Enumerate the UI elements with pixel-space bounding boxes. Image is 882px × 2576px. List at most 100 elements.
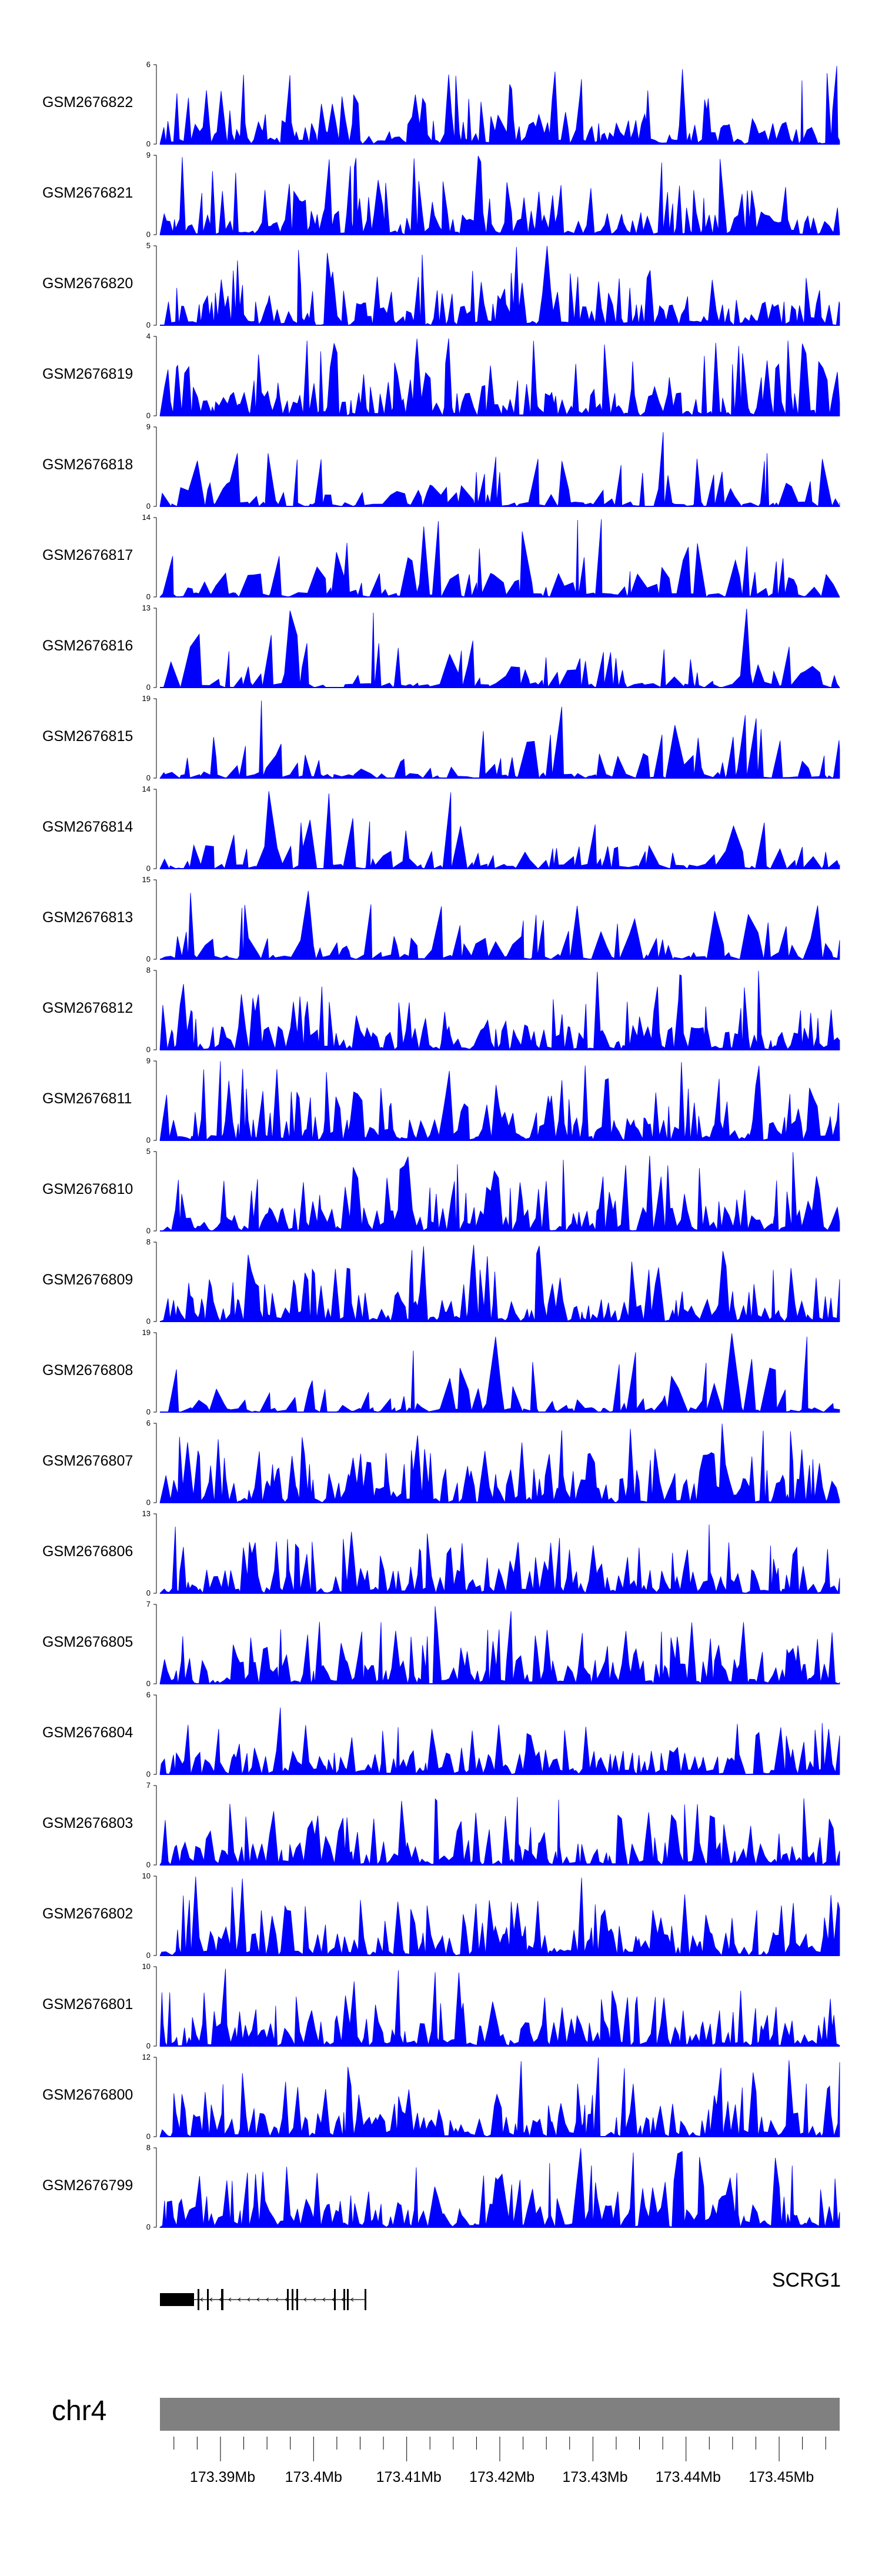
track-plot: 70: [146, 1600, 840, 1688]
coverage-track: GSM2676807 6 0: [0, 1417, 882, 1508]
coverage-area: [159, 2057, 840, 2137]
gene-exon: [365, 2289, 366, 2310]
coverage-area: [160, 608, 840, 689]
y-axis-max-label: 9: [146, 151, 151, 159]
gene-strand-arrow: [209, 2297, 213, 2302]
gene-strand-arrow: [313, 2297, 316, 2302]
y-axis-min-label: 0: [146, 1136, 151, 1144]
y-axis-min-label: 0: [146, 683, 151, 692]
gene-exon: [343, 2289, 345, 2310]
y-axis-max-label: 10: [142, 1871, 151, 1880]
coverage-track: GSM2676799 8 0: [0, 2142, 882, 2233]
track-sample-label: GSM2676809: [42, 1272, 133, 1288]
track-sample-label: GSM2676812: [42, 1000, 133, 1016]
coverage-track: GSM2676808 19 0: [0, 1327, 882, 1417]
y-axis-min-label: 0: [146, 955, 151, 963]
coverage-track: GSM2676816 13 0: [0, 602, 882, 693]
y-axis-max-label: 9: [146, 1056, 151, 1065]
y-axis-max-label: 12: [142, 2053, 151, 2061]
coverage-track: GSM2676805 7 0: [0, 1599, 882, 1689]
genomic-position-label: 173.41Mb: [376, 2469, 442, 2485]
y-axis-min-label: 0: [146, 2132, 151, 2141]
y-axis-max-label: 6: [146, 1690, 151, 1699]
coverage-area: [159, 1968, 840, 2047]
y-axis-min-label: 0: [146, 230, 151, 239]
y-axis-min-label: 0: [146, 139, 151, 148]
coverage-track: GSM2676809 8 0: [0, 1236, 882, 1327]
y-axis-max-label: 19: [142, 694, 151, 703]
track-plot: 40: [146, 332, 840, 420]
chromosome-band: [160, 2398, 840, 2431]
genomic-position-label: 173.4Mb: [285, 2469, 342, 2485]
gene-exon: [221, 2289, 223, 2310]
y-axis-min-label: 0: [146, 502, 151, 510]
y-axis-min-label: 0: [146, 1498, 151, 1507]
coverage-track: GSM2676804 6 0: [0, 1689, 882, 1780]
chromosome-label: chr4: [52, 2395, 107, 2427]
genomic-position-label: 173.39Mb: [189, 2469, 256, 2485]
genomic-position-label: 173.44Mb: [655, 2469, 721, 2485]
track-plot: 80: [146, 966, 840, 1054]
track-sample-label: GSM2676803: [42, 1815, 133, 1831]
gene-strand-arrow: [322, 2297, 326, 2302]
coverage-area: [159, 890, 840, 960]
gene-strand-arrow: [266, 2297, 269, 2302]
gene-strand-arrow: [238, 2297, 241, 2302]
gene-exon: [287, 2289, 289, 2310]
y-axis-max-label: 13: [142, 603, 151, 612]
track-sample-label: GSM2676817: [42, 547, 133, 563]
coverage-area: [159, 1244, 840, 1322]
coverage-track: GSM2676819 4 0: [0, 331, 882, 421]
y-axis-max-label: 8: [146, 2143, 151, 2152]
gene-exon: [292, 2289, 293, 2310]
coverage-area: [159, 791, 840, 870]
track-plot: 50: [146, 241, 840, 329]
y-axis-max-label: 6: [146, 1419, 151, 1427]
coverage-area: [159, 1876, 840, 1956]
y-axis-max-label: 13: [142, 1509, 151, 1518]
track-sample-label: GSM2676808: [42, 1362, 133, 1379]
y-axis-min-label: 0: [146, 1770, 151, 1778]
y-axis-min-label: 0: [146, 592, 151, 601]
track-sample-label: GSM2676802: [42, 1906, 133, 1922]
gene-strand-arrow: [294, 2297, 298, 2302]
y-axis-min-label: 0: [146, 1407, 151, 1416]
gene-strand-arrow: [200, 2297, 203, 2302]
gene-strand-arrow: [275, 2297, 279, 2302]
track-plot: 70: [146, 1781, 840, 1869]
track-sample-label: GSM2676799: [42, 2177, 133, 2194]
coverage-track: GSM2676803 7 0: [0, 1780, 882, 1870]
coverage-area: [159, 1707, 840, 1775]
coverage-area: [159, 1797, 840, 1866]
y-axis-min-label: 0: [146, 321, 151, 329]
coverage-area: [159, 245, 840, 326]
track-plot: 19 0: [142, 694, 840, 782]
y-axis-min-label: 0: [146, 1589, 151, 1597]
y-axis-max-label: 6: [146, 60, 151, 69]
gene-strand-arrow: [228, 2297, 232, 2302]
y-axis-max-label: 8: [146, 966, 151, 975]
y-axis-min-label: 0: [146, 2223, 151, 2231]
track-plot: 50: [146, 1147, 840, 1235]
coverage-area: [159, 2148, 840, 2228]
gene-exon: [347, 2289, 349, 2310]
gene-strand-arrow: [285, 2297, 288, 2302]
track-sample-label: GSM2676800: [42, 2087, 133, 2103]
coverage-track: GSM2676806 13 0: [0, 1508, 882, 1599]
y-axis-min-label: 0: [146, 1679, 151, 1688]
coverage-track: GSM2676811 9 0: [0, 1055, 882, 1146]
coverage-area: [159, 1606, 840, 1684]
track-plot: 60: [146, 60, 840, 148]
track-sample-label: GSM2676814: [42, 819, 133, 835]
y-axis-min-label: 0: [146, 773, 151, 782]
track-plot: 90: [146, 422, 840, 510]
y-axis-max-label: 14: [142, 785, 151, 793]
y-axis-max-label: 19: [142, 1328, 151, 1337]
coverage-area: [159, 1524, 840, 1594]
track-sample-label: GSM2676804: [42, 1724, 133, 1741]
y-axis-max-label: 4: [146, 332, 151, 341]
gene-exon: [296, 2289, 298, 2310]
track-plot: 13 0: [142, 1509, 840, 1597]
track-plot: 80: [146, 2143, 840, 2231]
gene-exon: [334, 2289, 336, 2310]
